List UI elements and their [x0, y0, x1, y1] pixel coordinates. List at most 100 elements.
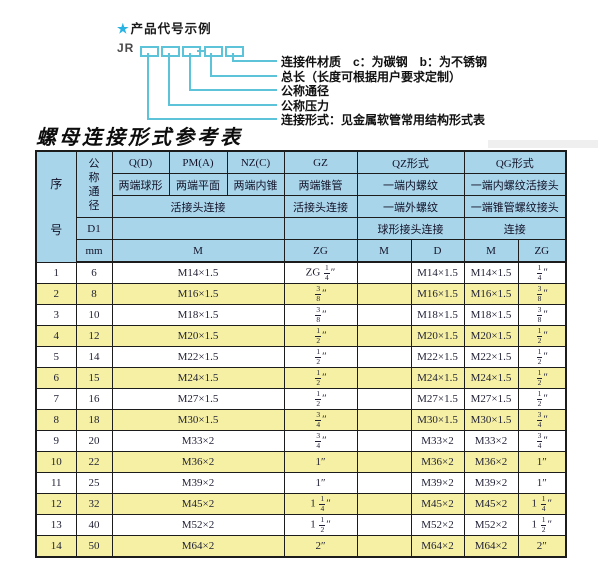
header-qz-conn: 球形接头连接: [356, 217, 465, 240]
connector-line: [232, 53, 234, 62]
table-row: 9 20 M33×2 3 4 ″ M33×2 M33×2 3 4 ″: [35, 430, 567, 452]
cell-qg-m: M30×1.5: [463, 409, 519, 431]
diagram-heading-text: 产品代号示例: [130, 22, 212, 36]
cell-qg-zg: 1 2 ″: [517, 367, 567, 389]
cell-qz-m: [356, 283, 412, 305]
header-pm-desc: 两端平面: [168, 173, 228, 196]
cell-mm: 15: [75, 367, 113, 389]
cell-seq: 6: [35, 367, 77, 389]
cell-gz: 1 2 ″: [283, 388, 358, 410]
cell-qg-m: M33×2: [463, 430, 519, 452]
cell-qg-m: M14×1.5: [463, 261, 519, 284]
cell-seq: 9: [35, 430, 77, 452]
cell-qz-d: M45×2: [410, 493, 465, 515]
cell-qz-m: [356, 409, 412, 431]
connector-line: [210, 75, 277, 77]
cell-qg-m: M52×2: [463, 514, 519, 536]
code-box-1: [140, 46, 159, 57]
cell-qz-d: M64×2: [410, 535, 465, 558]
table-row: 7 16 M27×1.5 1 2 ″ M27×1.5 M27×1.5 1 2 ″: [35, 388, 567, 410]
cell-qg-zg: 1 2 ″: [517, 325, 567, 347]
cell-qz-m: [356, 261, 412, 284]
header-qz-desc2: 一端外螺纹: [356, 195, 465, 218]
cell-qz-m: [356, 472, 412, 494]
label-material: 连接件材质 c：为碳钢 b：为不锈钢: [281, 55, 488, 69]
cell-qg-zg: 1 2 ″: [517, 388, 567, 410]
cell-m: M20×1.5: [111, 325, 285, 347]
cell-seq: 12: [35, 493, 77, 515]
cell-mm: 22: [75, 451, 113, 473]
table-row: 1 6 M14×1.5 ZG 1 4 ″ M14×1.5 M14×1.5 1 4 ″: [35, 261, 567, 284]
cell-mm: 50: [75, 535, 113, 558]
table-row: 2 8 M16×1.5 3 8 ″ M16×1.5 M16×1.5 3 8 ″: [35, 283, 567, 305]
header-qz-desc1: 一端内螺纹: [356, 173, 465, 196]
header-col-gz: GZ: [283, 150, 358, 174]
star-icon: ★: [117, 21, 130, 36]
diagram-heading: ★产品代号示例: [117, 18, 212, 37]
cell-qg-m: M16×1.5: [463, 283, 519, 305]
table-row: 14 50 M64×2 2″ M64×2 M64×2 2″: [35, 535, 567, 558]
cell-gz: 1 1 4 ″: [283, 493, 358, 515]
cell-qz-d: M24×1.5: [410, 367, 465, 389]
cell-seq: 1: [35, 261, 77, 284]
cell-mm: 32: [75, 493, 113, 515]
code-dash: [197, 50, 204, 52]
cell-qz-m: [356, 493, 412, 515]
connector-line: [189, 89, 277, 91]
header-col-qz: QZ形式: [356, 150, 465, 174]
cell-gz: 3 4 ″: [283, 430, 358, 452]
header-d1: D1: [75, 217, 113, 240]
header-diameter: 公称通径: [75, 150, 113, 218]
cell-m: M36×2: [111, 451, 285, 473]
cell-m: M30×1.5: [111, 409, 285, 431]
nut-connection-reference-table: 序号 公称通径 Q(D) PM(A) NZ(C) GZ QZ形式 QG形式 两端…: [35, 150, 568, 558]
table-row: 12 32 M45×2 1 1 4 ″ M45×2 M45×2 1 1 4 ″: [35, 493, 567, 515]
cell-seq: 5: [35, 346, 77, 368]
cell-seq: 2: [35, 283, 77, 305]
cell-qz-m: [356, 535, 412, 558]
header-qz-m: M: [356, 239, 412, 263]
header-qg-desc2: 一端锥管螺纹接头: [463, 195, 567, 218]
cell-qz-d: M14×1.5: [410, 261, 465, 284]
header-qg-conn: 连接: [463, 217, 567, 240]
cell-qz-m: [356, 430, 412, 452]
header-qg-m: M: [463, 239, 519, 263]
cell-qz-m: [356, 304, 412, 326]
cell-gz: 1″: [283, 472, 358, 494]
cell-mm: 25: [75, 472, 113, 494]
code-box-5: [225, 46, 244, 57]
cell-qz-m: [356, 514, 412, 536]
label-total-length: 总长（长度可根据用户要求定制）: [281, 70, 462, 84]
header-qg-desc1: 一端内螺纹活接头: [463, 173, 567, 196]
page-title: 螺母连接形式参考表: [36, 127, 243, 149]
cell-qg-zg: 1 2 ″: [517, 346, 567, 368]
empty-cell: [111, 217, 285, 240]
cell-qg-zg: 1 1 4 ″: [517, 493, 567, 515]
cell-qg-zg: 3 4 ″: [517, 430, 567, 452]
table-row: 4 12 M20×1.5 1 2 ″ M20×1.5 M20×1.5 1 2 ″: [35, 325, 567, 347]
table-body: 1 6 M14×1.5 ZG 1 4 ″ M14×1.5 M14×1.5 1 4 ″ 2 8 M16×1.…: [35, 261, 567, 558]
code-box-2: [161, 46, 180, 57]
cell-qz-d: M18×1.5: [410, 304, 465, 326]
cell-gz: 1″: [283, 451, 358, 473]
header-col-pm: PM(A): [168, 150, 228, 174]
cell-gz: 2″: [283, 535, 358, 558]
cell-seq: 3: [35, 304, 77, 326]
header-mm: mm: [75, 239, 113, 263]
empty-cell: [283, 217, 358, 240]
cell-qz-d: M52×2: [410, 514, 465, 536]
cell-mm: 12: [75, 325, 113, 347]
cell-qz-d: M36×2: [410, 451, 465, 473]
table-row: 11 25 M39×2 1″ M39×2 M39×2 1″: [35, 472, 567, 494]
cell-m: M52×2: [111, 514, 285, 536]
cell-qz-m: [356, 346, 412, 368]
cell-qz-m: [356, 388, 412, 410]
connector-line: [168, 53, 170, 106]
cell-gz: 3 4 ″: [283, 409, 358, 431]
label-nominal-pressure: 公称压力: [281, 99, 330, 113]
header-qz-d: D: [410, 239, 465, 263]
cell-mm: 8: [75, 283, 113, 305]
cell-mm: 14: [75, 346, 113, 368]
cell-qg-m: M27×1.5: [463, 388, 519, 410]
